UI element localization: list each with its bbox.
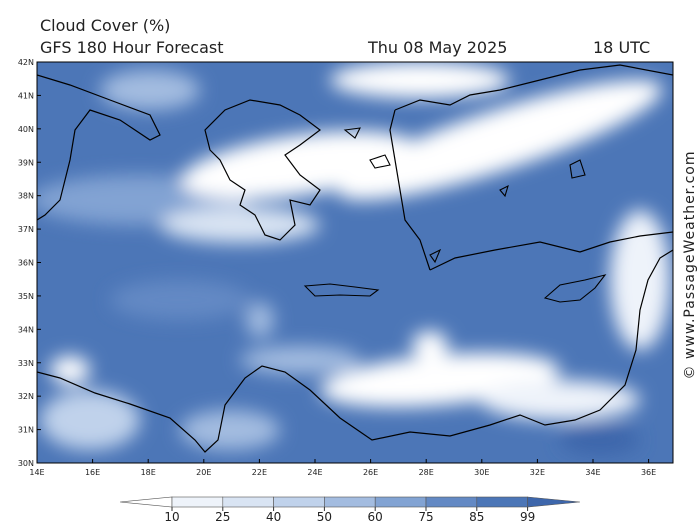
lat-label: 41N [18,91,34,100]
lon-label: 36E [641,468,656,477]
lat-label: 35N [18,292,34,301]
colorbar-label: 99 [520,510,535,524]
lat-label: 32N [18,392,34,401]
date-label: Thu 08 May 2025 [367,38,507,57]
colorbar-label: 75 [418,510,433,524]
lat-label: 37N [18,225,34,234]
lon-label: 32E [530,468,545,477]
colorbar-segment [374,496,427,508]
colorbar-segment [273,496,325,508]
lat-label: 40N [18,125,34,134]
lon-label: 14E [29,468,44,477]
lon-label: 20E [196,468,211,477]
colorbar-label: 10 [164,510,179,524]
colorbar-label: 25 [215,510,230,524]
lat-label: 42N [18,58,34,67]
lon-label: 30E [474,468,489,477]
map-field [37,62,673,463]
colorbar-segment [476,496,528,508]
lon-label: 16E [85,468,100,477]
colorbar-label: 50 [317,510,332,524]
lat-label: 36N [18,259,34,268]
colorbar-segment [527,496,581,508]
colorbar-label: 40 [266,510,281,524]
lon-label: 34E [585,468,600,477]
colorbar-segment [324,496,376,508]
lat-label: 38N [18,192,34,201]
time-label: 18 UTC [593,38,650,57]
lat-label: 30N [18,459,34,468]
title: Cloud Cover (%) [40,16,170,35]
colorbar-segment [425,496,478,508]
colorbar-segment [171,496,224,508]
lat-label: 39N [18,158,34,167]
model-label: GFS 180 Hour Forecast [40,38,224,57]
colorbar-segment [119,496,173,508]
lat-label: 31N [18,426,34,435]
lon-label: 28E [419,468,434,477]
lon-label: 18E [141,468,156,477]
lat-label: 34N [18,325,34,334]
watermark: © www.PassageWeather.com [682,150,698,379]
lat-label: 33N [18,359,34,368]
colorbar-segment [222,496,274,508]
colorbar-label: 60 [368,510,383,524]
colorbar-label: 85 [469,510,484,524]
lon-label: 26E [363,468,378,477]
lon-label: 24E [307,468,322,477]
lon-label: 22E [252,468,267,477]
